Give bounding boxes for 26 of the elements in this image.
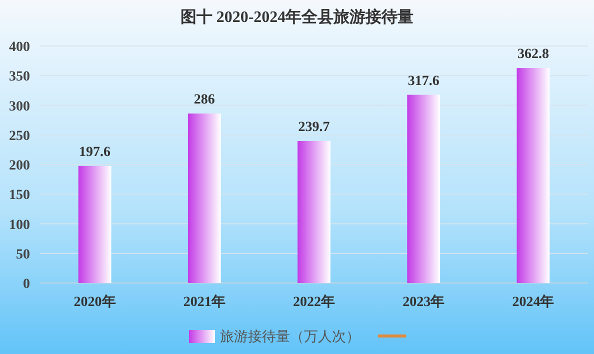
- y-tick-label: 0: [23, 277, 30, 292]
- bar: [516, 68, 550, 283]
- x-tick-label: 2023年: [402, 294, 445, 310]
- chart-title: 图十 2020-2024年全县旅游接待量: [180, 8, 414, 26]
- x-tick-label: 2021年: [183, 294, 226, 310]
- bar: [407, 94, 440, 283]
- bar: [298, 140, 330, 283]
- data-label: 286: [194, 92, 215, 108]
- x-tick-label: 2022年: [293, 294, 335, 310]
- data-label: 362.8: [517, 47, 549, 62]
- bar: [78, 166, 112, 283]
- data-label: 239.7: [298, 120, 330, 135]
- data-label: 197.6: [79, 144, 111, 160]
- y-tick-label: 200: [9, 158, 30, 174]
- y-tick-label: 250: [9, 128, 30, 144]
- y-tick-label: 300: [9, 99, 30, 114]
- y-tick-label: 400: [9, 40, 30, 55]
- y-tick-label: 350: [9, 70, 30, 85]
- x-tick-label: 2020年: [74, 294, 116, 310]
- legend-label: 旅游接待量（万人次）: [220, 329, 360, 345]
- y-tick-label: 100: [9, 218, 30, 233]
- x-tick-label: 2024年: [512, 294, 554, 310]
- data-label: 317.6: [408, 74, 440, 89]
- y-tick-label: 150: [9, 188, 30, 204]
- bar: [188, 114, 221, 283]
- y-tick-label: 50: [16, 247, 30, 262]
